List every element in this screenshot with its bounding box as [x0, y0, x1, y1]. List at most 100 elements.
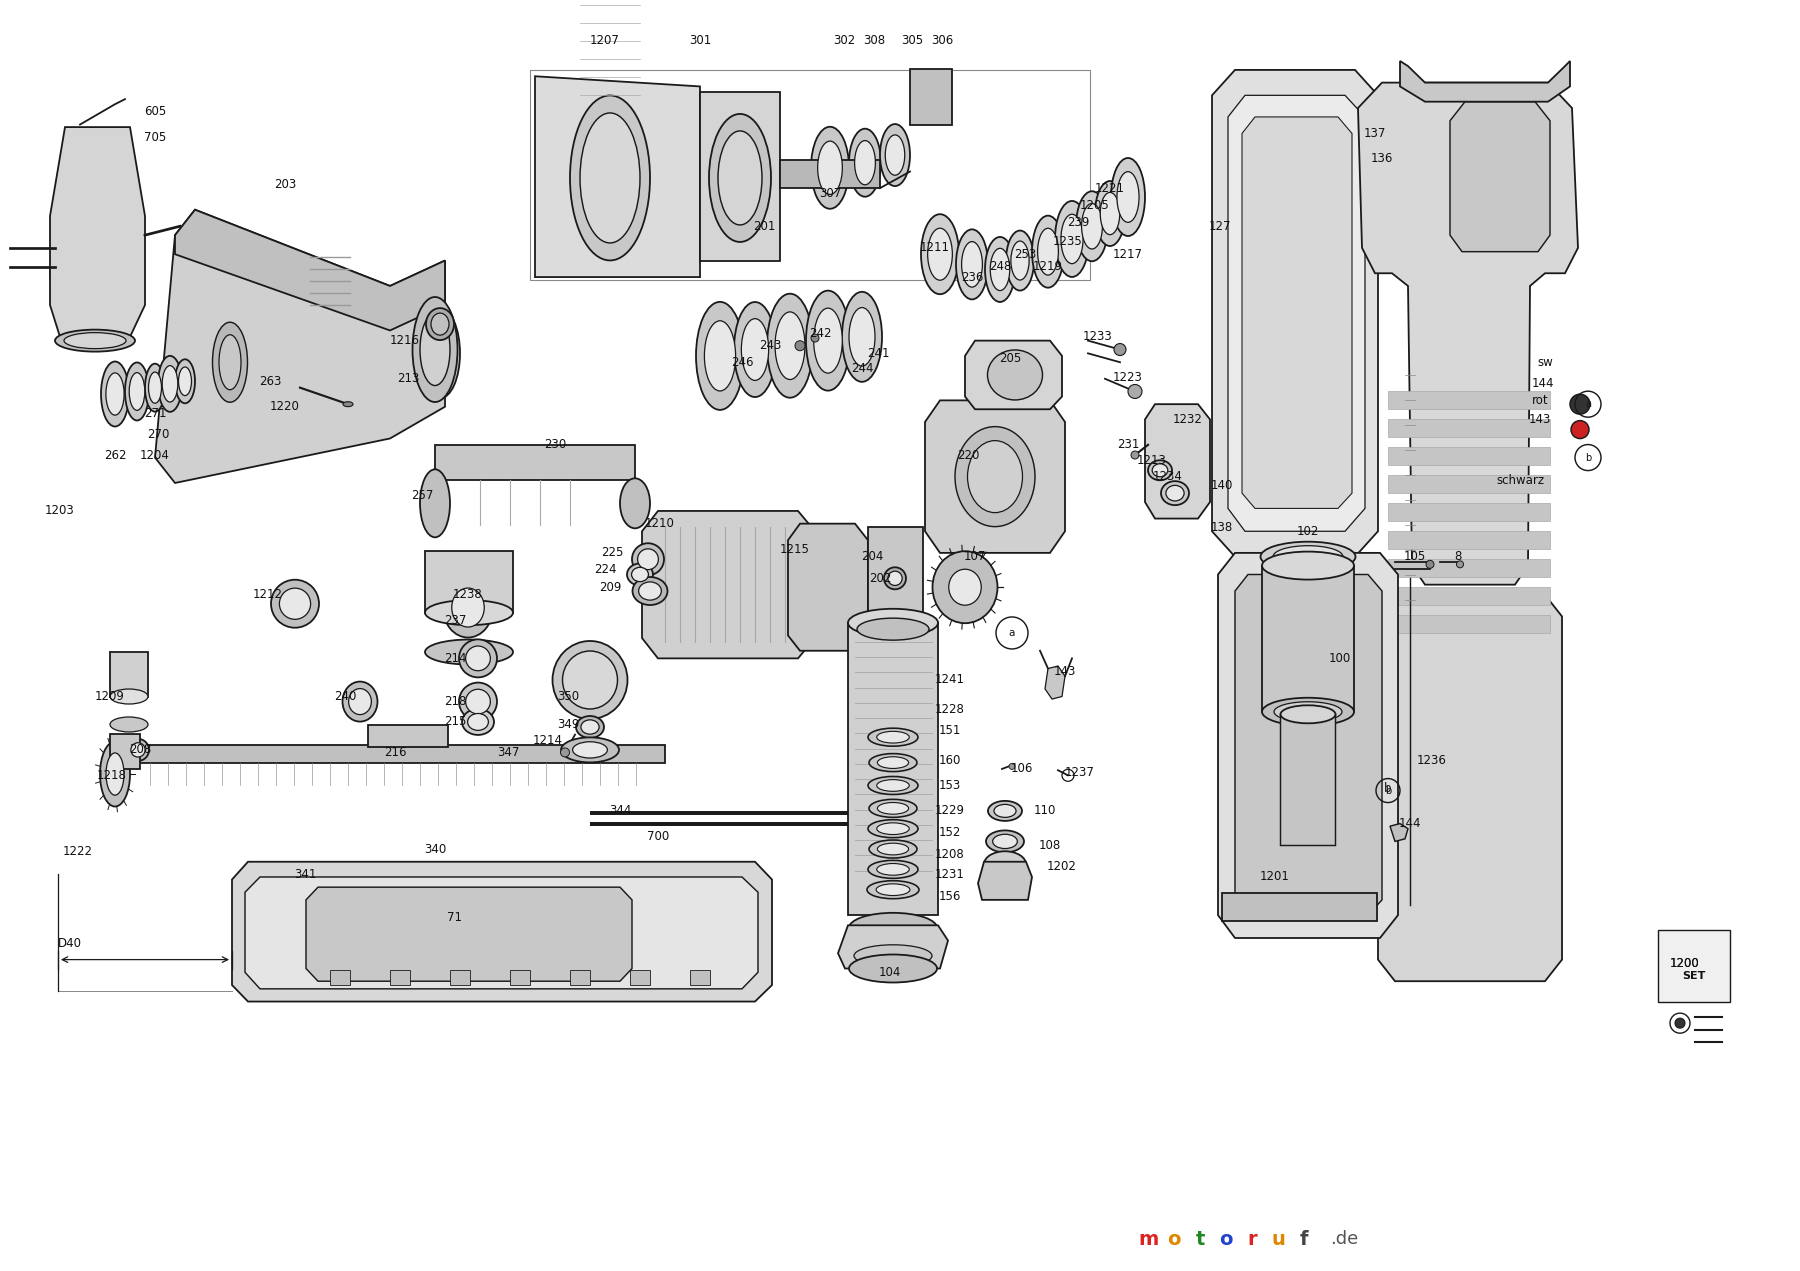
Text: 201: 201 [752, 220, 776, 233]
Text: 153: 153 [940, 779, 961, 792]
Ellipse shape [992, 834, 1017, 849]
Ellipse shape [767, 294, 814, 398]
Text: 1216: 1216 [391, 334, 419, 347]
Text: 242: 242 [808, 327, 832, 339]
Ellipse shape [619, 478, 650, 529]
Ellipse shape [850, 913, 938, 943]
Text: 140: 140 [1211, 479, 1233, 492]
Bar [529, 70, 1091, 280]
Ellipse shape [175, 360, 194, 403]
Text: 1209: 1209 [95, 690, 124, 703]
Ellipse shape [857, 618, 929, 641]
Ellipse shape [580, 113, 641, 243]
Ellipse shape [850, 308, 875, 366]
Text: 1238: 1238 [454, 588, 482, 601]
Ellipse shape [985, 852, 1026, 877]
Polygon shape [1379, 595, 1562, 981]
Ellipse shape [344, 402, 353, 407]
Text: 1215: 1215 [779, 543, 810, 555]
Text: 1223: 1223 [1112, 371, 1143, 384]
Ellipse shape [131, 742, 146, 758]
Ellipse shape [877, 863, 909, 876]
Text: 225: 225 [601, 547, 623, 559]
Bar [110, 652, 148, 697]
Text: 220: 220 [958, 449, 979, 461]
Ellipse shape [162, 366, 178, 402]
Ellipse shape [443, 577, 493, 638]
Text: 8: 8 [1454, 550, 1462, 563]
Ellipse shape [817, 141, 842, 194]
Ellipse shape [1094, 180, 1125, 247]
Ellipse shape [562, 651, 617, 709]
Polygon shape [1219, 553, 1399, 938]
Ellipse shape [850, 128, 880, 197]
Text: 1202: 1202 [1048, 860, 1076, 873]
Ellipse shape [466, 646, 490, 671]
Text: 1229: 1229 [934, 805, 965, 817]
Text: b: b [1584, 452, 1591, 463]
Ellipse shape [178, 367, 191, 395]
Bar [630, 970, 650, 985]
Ellipse shape [427, 323, 454, 384]
Ellipse shape [877, 779, 909, 792]
Text: 270: 270 [148, 428, 169, 441]
Polygon shape [155, 210, 445, 483]
Text: 306: 306 [931, 34, 954, 47]
Text: SET: SET [1683, 971, 1706, 981]
Ellipse shape [349, 689, 371, 714]
Text: 350: 350 [556, 690, 580, 703]
Ellipse shape [158, 356, 182, 412]
Ellipse shape [886, 135, 905, 175]
Ellipse shape [850, 955, 938, 982]
Ellipse shape [130, 372, 144, 411]
Ellipse shape [106, 372, 124, 416]
Text: 108: 108 [1039, 839, 1062, 852]
Ellipse shape [806, 291, 850, 390]
Text: 218: 218 [445, 695, 466, 708]
Text: 1221: 1221 [1094, 182, 1125, 194]
Ellipse shape [468, 713, 488, 731]
Ellipse shape [571, 95, 650, 261]
Text: 1228: 1228 [934, 703, 965, 716]
Text: 1204: 1204 [140, 449, 169, 461]
Text: 302: 302 [833, 34, 855, 47]
Ellipse shape [990, 248, 1010, 291]
Text: 203: 203 [274, 178, 297, 191]
Bar [1388, 503, 1550, 521]
Text: b: b [1384, 785, 1391, 796]
Text: 1200: 1200 [1670, 957, 1699, 970]
Text: 1236: 1236 [1417, 754, 1447, 766]
Polygon shape [1235, 574, 1382, 915]
Bar [1388, 391, 1550, 409]
Text: 151: 151 [940, 724, 961, 737]
Text: 216: 216 [383, 746, 407, 759]
Text: t: t [1195, 1230, 1204, 1248]
Bar [1388, 447, 1550, 465]
Text: 257: 257 [410, 489, 434, 502]
Ellipse shape [988, 350, 1042, 400]
Bar [425, 550, 513, 613]
Ellipse shape [1148, 460, 1172, 480]
Ellipse shape [1037, 229, 1058, 275]
Ellipse shape [272, 580, 319, 628]
Text: 1212: 1212 [254, 588, 283, 601]
Ellipse shape [1260, 541, 1355, 572]
Polygon shape [1451, 102, 1550, 252]
Ellipse shape [869, 754, 916, 771]
Ellipse shape [1082, 203, 1102, 249]
Text: 305: 305 [902, 34, 923, 47]
Text: r: r [1247, 1230, 1256, 1248]
Text: 105: 105 [1404, 550, 1426, 563]
Text: 1233: 1233 [1084, 330, 1112, 343]
Text: 214: 214 [445, 652, 466, 665]
Text: 1222: 1222 [63, 845, 94, 858]
Ellipse shape [848, 609, 938, 637]
Text: 107: 107 [963, 550, 986, 563]
Text: 241: 241 [868, 347, 889, 360]
Ellipse shape [637, 549, 659, 569]
Ellipse shape [868, 881, 920, 899]
Text: 307: 307 [819, 187, 841, 200]
Text: 1218: 1218 [97, 769, 128, 782]
Text: o: o [1166, 1230, 1181, 1248]
Ellipse shape [776, 311, 805, 380]
